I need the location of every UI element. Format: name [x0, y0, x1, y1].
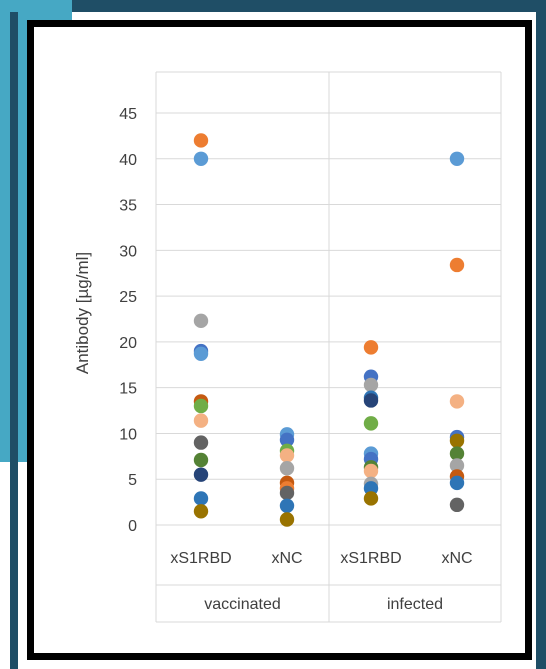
dark-top-band [72, 0, 546, 12]
y-tick-label: 25 [119, 289, 137, 306]
y-tick-label: 20 [119, 335, 137, 352]
y-tick-label: 40 [119, 152, 137, 169]
x-category-label: xNC [271, 550, 302, 567]
data-point [363, 491, 379, 506]
data-point [193, 413, 209, 428]
data-point [193, 313, 209, 329]
y-tick-label: 45 [119, 106, 137, 123]
y-tick-label: 5 [128, 472, 137, 489]
data-point [449, 433, 465, 448]
data-point [363, 393, 379, 408]
y-axis-label: Antibody [µg/ml] [73, 252, 92, 374]
data-point [193, 151, 209, 166]
data-point [449, 257, 465, 273]
data-point [363, 463, 379, 479]
x-category-label: xNC [441, 550, 472, 567]
y-tick-label: 30 [119, 243, 137, 260]
data-point [449, 151, 465, 166]
dark-right-band [536, 12, 546, 669]
data-point [449, 394, 465, 409]
axis-layer [155, 71, 502, 623]
x-category-label: xS1RBD [340, 550, 401, 567]
y-tick-label: 35 [119, 198, 137, 215]
data-point [279, 432, 295, 448]
data-point [363, 377, 379, 393]
data-point [279, 512, 295, 527]
data-point [279, 461, 295, 476]
data-point [193, 452, 209, 468]
point-layer [193, 133, 465, 527]
x-group-label: vaccinated [204, 596, 281, 613]
data-point [193, 398, 209, 414]
data-point [449, 446, 465, 461]
data-point [363, 416, 379, 431]
data-point [449, 458, 465, 473]
x-group-label: infected [387, 596, 443, 613]
label-layer: 0 5 10 15 20 25 30 35 40 45 xS1RBD xNC xS1RBD xNC vacc… [119, 106, 472, 613]
y-tick-label: 0 [128, 518, 137, 535]
data-point [279, 498, 295, 513]
chart-frame [27, 20, 532, 660]
data-point [193, 467, 209, 482]
data-point [449, 475, 465, 491]
data-point [449, 497, 465, 513]
data-point [279, 485, 295, 501]
data-point [363, 340, 379, 355]
y-tick-label: 10 [119, 426, 137, 443]
data-point [193, 491, 209, 506]
data-point [193, 435, 209, 450]
data-point [363, 481, 379, 496]
x-category-label: xS1RBD [170, 550, 231, 567]
data-point [193, 133, 209, 148]
data-point [193, 346, 209, 361]
y-tick-label: 15 [119, 381, 137, 398]
dark-left-band [10, 12, 18, 669]
data-point [193, 504, 209, 519]
data-point [279, 448, 295, 463]
